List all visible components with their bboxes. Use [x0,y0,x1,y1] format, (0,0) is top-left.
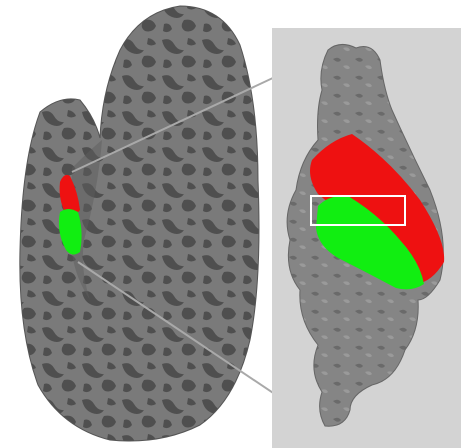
body [0,0,461,448]
inflated-brain [20,6,259,441]
figure [0,0,461,448]
page: {} html, body { margin: 0; padding: 0; b… [0,0,461,448]
